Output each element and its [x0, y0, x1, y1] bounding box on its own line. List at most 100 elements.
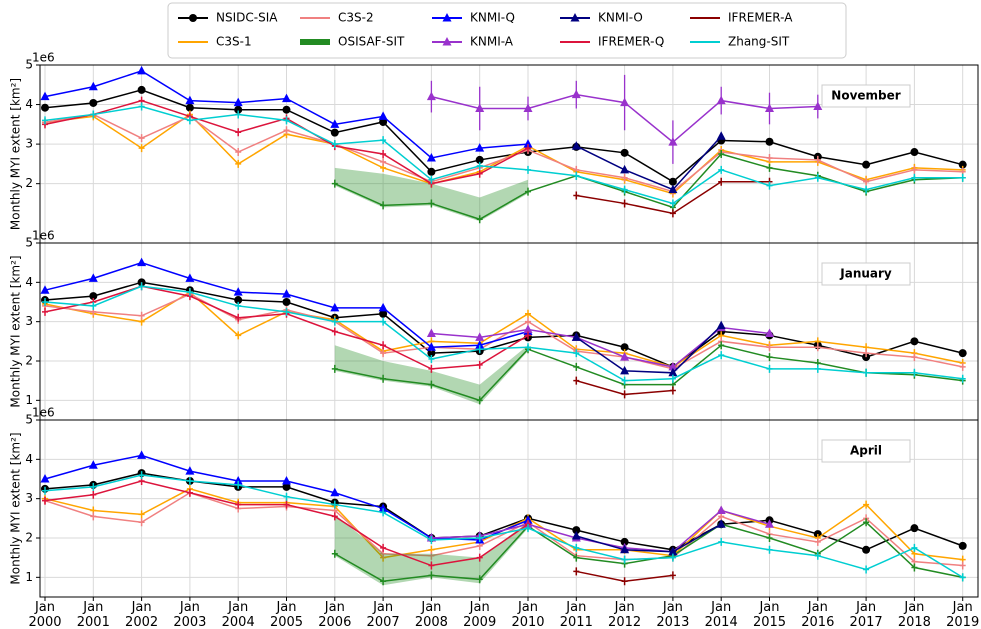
marker — [958, 160, 967, 169]
marker — [573, 191, 580, 200]
marker — [475, 340, 485, 349]
marker — [283, 126, 290, 135]
marker — [426, 328, 436, 337]
marker — [331, 500, 338, 509]
marker — [668, 361, 678, 371]
marker — [572, 526, 581, 535]
marker — [911, 353, 918, 362]
marker — [475, 155, 484, 164]
marker — [669, 199, 676, 208]
marker — [330, 487, 340, 497]
marker — [89, 292, 98, 301]
series-line — [44, 105, 963, 205]
marker — [766, 153, 773, 162]
marker — [814, 343, 821, 352]
marker — [766, 353, 773, 362]
uncertainty-band — [431, 183, 480, 222]
marker — [863, 565, 870, 574]
marker — [573, 567, 580, 576]
marker — [88, 460, 98, 469]
x-tick-label: Jan 2017 — [849, 600, 883, 629]
marker — [428, 199, 435, 208]
marker — [428, 571, 435, 580]
marker — [427, 167, 436, 176]
marker — [282, 105, 291, 114]
marker — [138, 518, 145, 527]
marker — [475, 143, 485, 152]
y-tick-label: 4 — [25, 97, 33, 111]
series-line — [44, 474, 964, 578]
marker — [380, 374, 387, 383]
legend-label: IFREMER-A — [728, 11, 793, 25]
marker — [620, 343, 629, 352]
marker — [428, 355, 435, 364]
marker — [428, 175, 435, 184]
marker — [814, 551, 821, 560]
marker — [862, 545, 871, 554]
marker — [185, 95, 195, 105]
marker — [765, 137, 774, 146]
marker — [426, 152, 436, 162]
marker — [378, 111, 388, 120]
marker — [525, 187, 531, 196]
marker — [426, 91, 436, 101]
marker — [716, 505, 726, 514]
marker — [41, 103, 49, 112]
marker — [88, 81, 98, 91]
marker — [716, 95, 726, 105]
marker — [331, 317, 338, 326]
marker — [90, 110, 97, 119]
marker — [475, 332, 485, 341]
marker — [814, 173, 821, 182]
marker — [235, 313, 242, 322]
series-line — [44, 113, 963, 195]
marker — [620, 365, 630, 375]
marker — [137, 450, 147, 459]
series-line — [44, 281, 963, 368]
marker — [330, 302, 340, 312]
legend-label: IFREMER-Q — [598, 35, 664, 49]
marker — [910, 148, 919, 157]
marker — [621, 577, 628, 586]
series-line — [44, 285, 963, 382]
uncertainty-band — [479, 179, 528, 222]
marker — [331, 364, 338, 373]
plot-frame — [39, 419, 979, 598]
marker — [235, 159, 242, 168]
marker — [90, 301, 97, 310]
series-line — [44, 113, 963, 193]
marker — [233, 97, 243, 107]
legend-marker — [189, 14, 197, 22]
marker — [330, 119, 340, 128]
marker — [137, 257, 147, 267]
marker — [911, 368, 918, 377]
y-tick-label: 2 — [25, 531, 33, 545]
marker — [380, 341, 387, 350]
marker — [476, 215, 483, 224]
marker — [525, 317, 531, 326]
marker — [186, 488, 193, 497]
marker — [525, 144, 531, 153]
marker — [90, 490, 97, 499]
marker — [138, 134, 145, 143]
marker — [669, 571, 676, 580]
x-tick-label: Jan 2003 — [173, 600, 207, 629]
marker — [138, 102, 145, 111]
marker — [380, 157, 387, 166]
marker — [863, 177, 870, 186]
series-line — [44, 89, 963, 183]
marker — [235, 110, 242, 119]
y-axis-label: Monthly MYI extent [km²] — [9, 255, 23, 407]
marker — [958, 541, 967, 550]
marker — [282, 289, 291, 298]
marker — [863, 500, 870, 509]
marker — [668, 546, 678, 556]
marker — [331, 179, 338, 188]
marker — [235, 500, 242, 509]
y-tick-label: 3 — [25, 137, 33, 151]
x-tick-label: Jan 2012 — [608, 600, 642, 629]
series-line — [334, 521, 963, 583]
marker — [669, 386, 676, 395]
marker — [766, 343, 773, 352]
marker — [525, 309, 531, 318]
